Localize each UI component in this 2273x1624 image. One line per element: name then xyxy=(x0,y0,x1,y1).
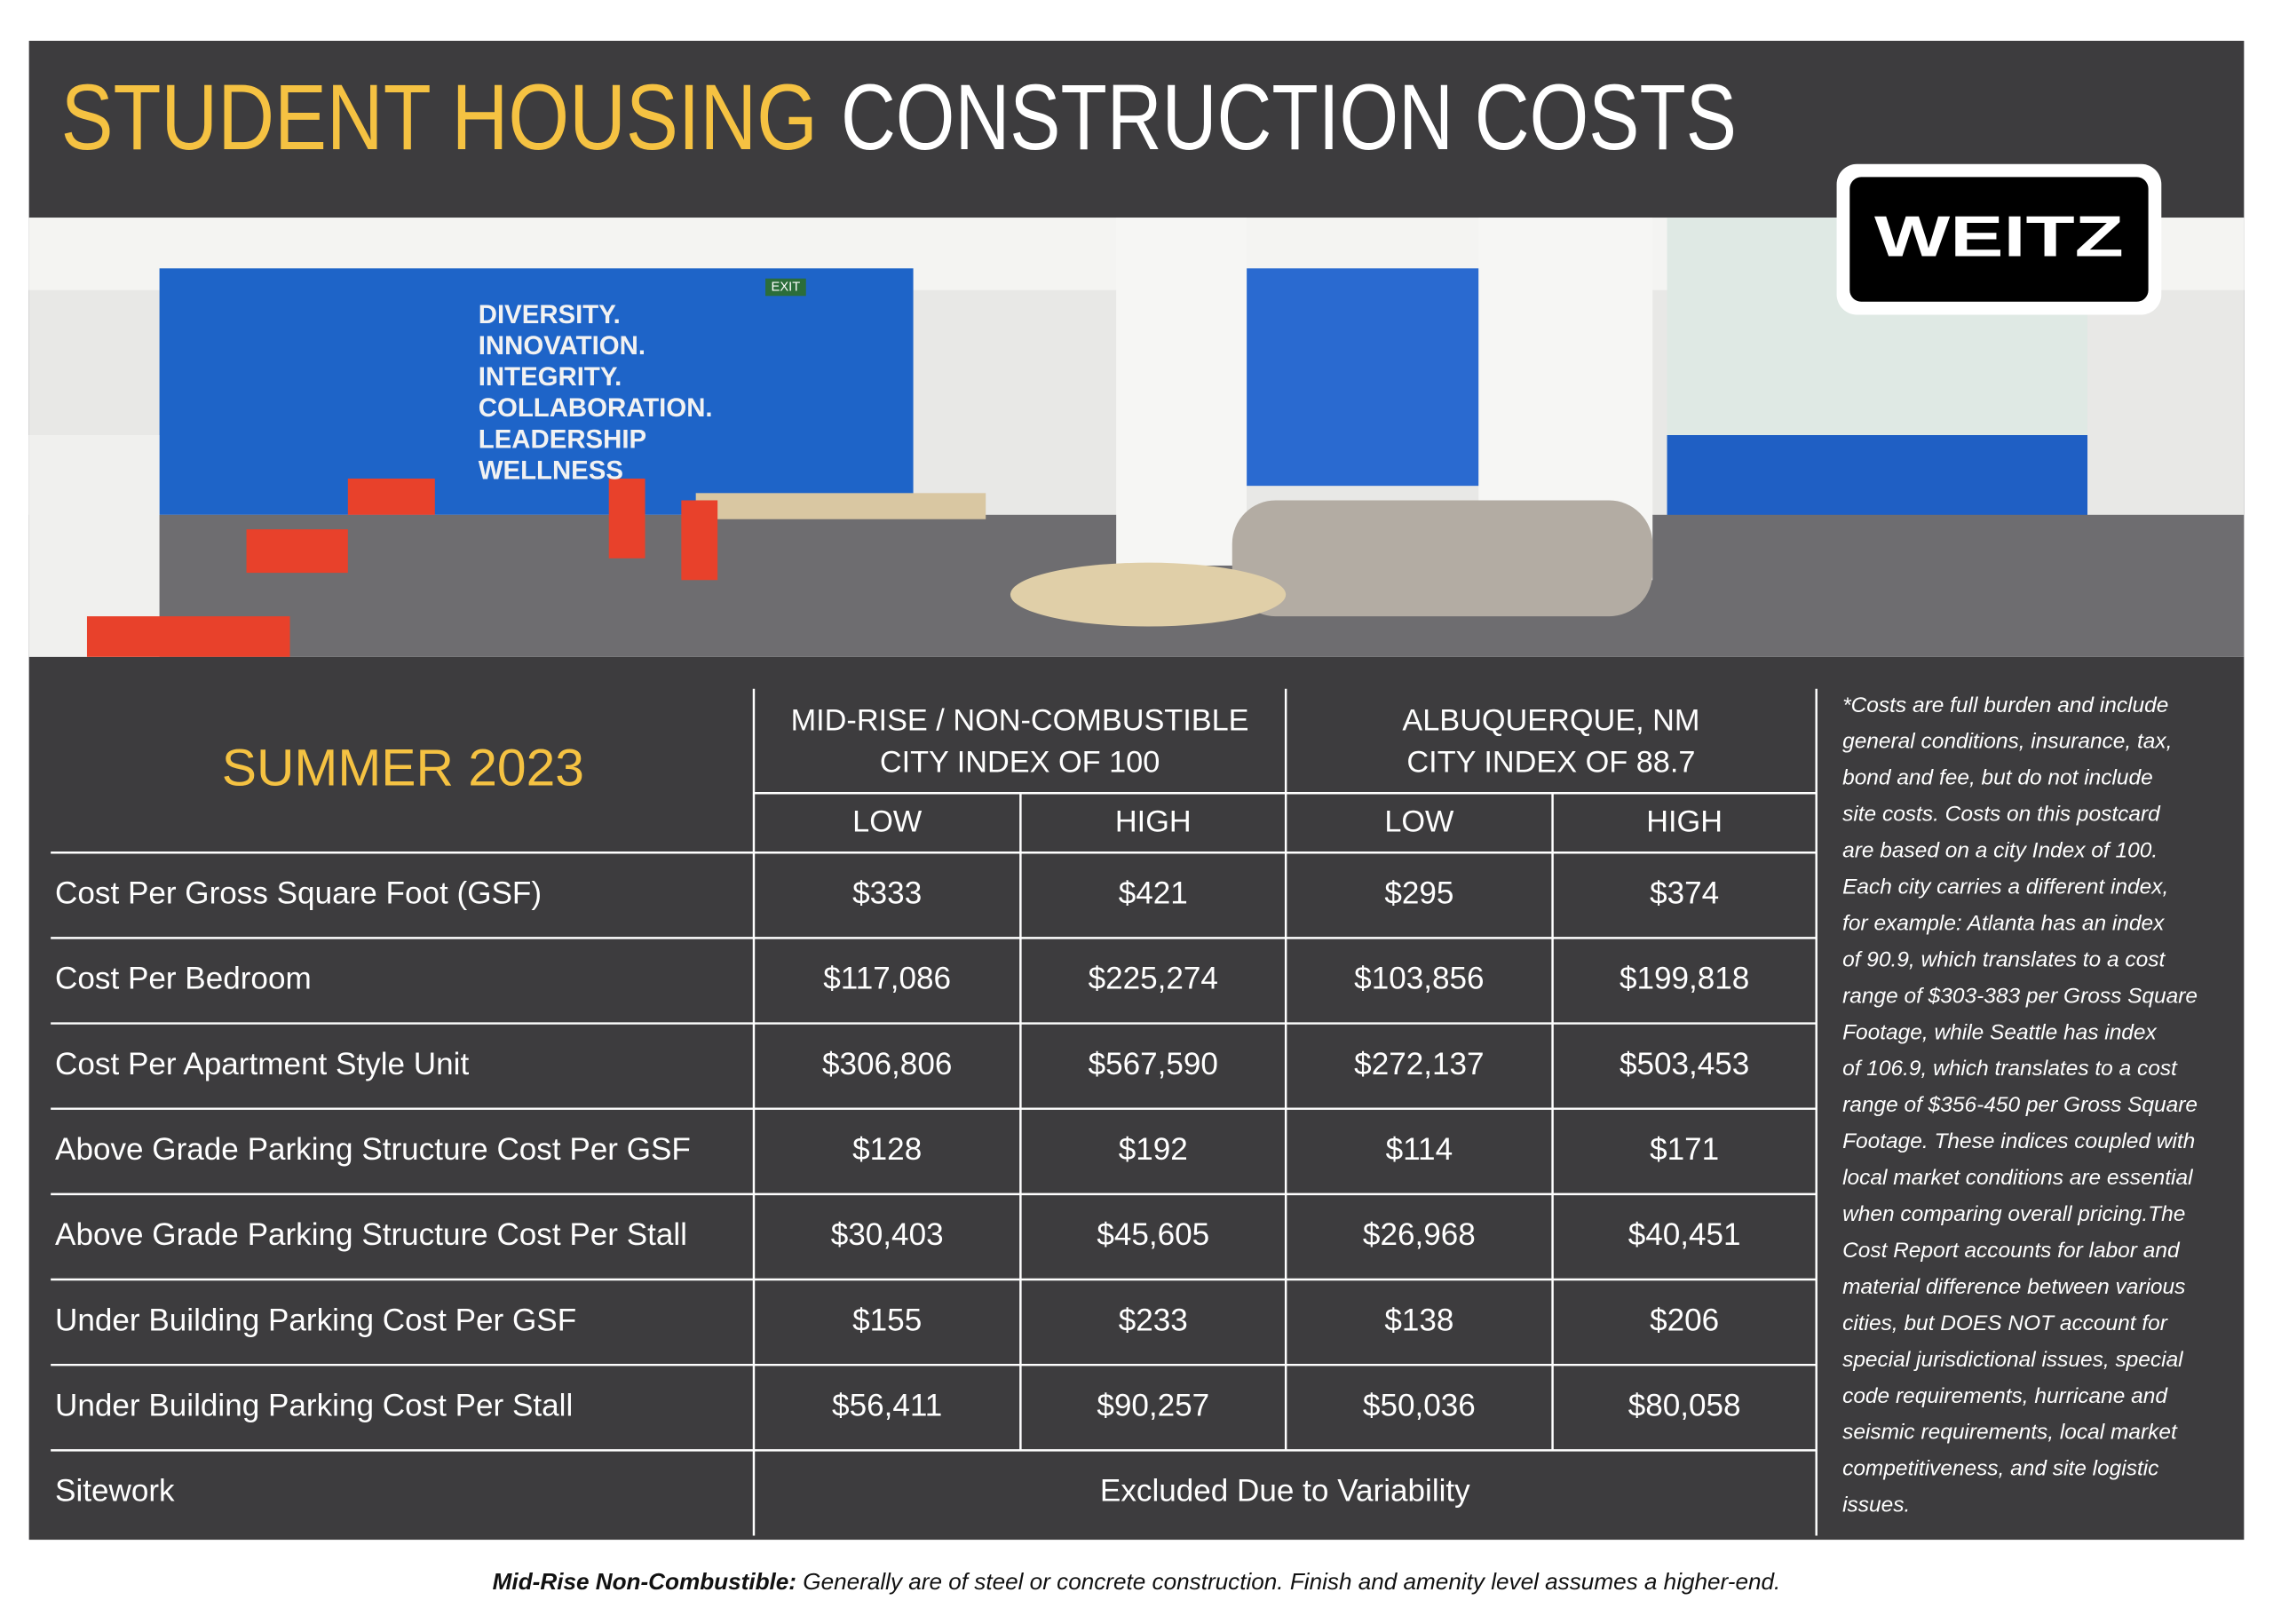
wall-text: DIVERSITY. xyxy=(479,300,621,329)
note-line: local market conditions are essential xyxy=(1842,1166,2193,1190)
cell: $199,818 xyxy=(1620,962,1749,996)
cell: $155 xyxy=(852,1303,922,1337)
row-label: Cost Per Gross Square Foot (GSF) xyxy=(55,876,542,911)
cell: $192 xyxy=(1119,1132,1188,1167)
row-label: Cost Per Bedroom xyxy=(55,962,312,996)
wall-text: LEADERSHIP xyxy=(479,424,646,454)
cell: $30,403 xyxy=(831,1217,944,1252)
wall-text: INTEGRITY. xyxy=(479,362,622,392)
wall-text: WELLNESS xyxy=(479,456,623,485)
cell: $295 xyxy=(1384,876,1453,911)
cell: $114 xyxy=(1386,1132,1453,1167)
cell: $90,257 xyxy=(1097,1389,1209,1423)
subheader: LOW xyxy=(852,805,923,839)
cell: $50,036 xyxy=(1363,1389,1476,1423)
subheader: HIGH xyxy=(1115,805,1192,839)
cell: $567,590 xyxy=(1089,1047,1218,1081)
cell: $503,453 xyxy=(1620,1047,1749,1081)
cell: $306,806 xyxy=(822,1047,952,1081)
note-line: seismic requirements, local market xyxy=(1842,1421,2178,1445)
wall-text: COLLABORATION. xyxy=(479,393,713,423)
note-line: competitiveness, and site logistic xyxy=(1842,1457,2158,1481)
cell: $26,968 xyxy=(1363,1217,1476,1252)
note-line: cities, but DOES NOT account for xyxy=(1842,1311,2168,1335)
cell: $374 xyxy=(1650,876,1719,911)
wall-text: INNOVATION. xyxy=(479,331,645,360)
subheader: HIGH xyxy=(1646,805,1723,839)
note-line: of 106.9, which translates to a cost xyxy=(1842,1057,2178,1081)
note-line: of 90.9, which translates to a cost xyxy=(1842,947,2166,971)
note-line: for example: Atlanta has an index xyxy=(1842,911,2165,935)
group-header: CITY INDEX OF 100 xyxy=(880,746,1160,780)
note-line: special jurisdictional issues, special xyxy=(1842,1348,2183,1372)
note-line: bond and fee, but do not include xyxy=(1842,766,2153,790)
group-header: MID-RISE / NON-COMBUSTIBLE xyxy=(791,703,1249,737)
title-highlight: STUDENT HOUSING xyxy=(61,66,818,170)
note-line: material difference between various xyxy=(1842,1275,2185,1299)
note-line: when comparing overall pricing.The xyxy=(1842,1202,2185,1226)
cell: $421 xyxy=(1119,876,1188,911)
note-line: Footage, while Seattle has index xyxy=(1842,1020,2157,1044)
group-header: ALBUQUERQUE, NM xyxy=(1402,703,1699,737)
row-label: Cost Per Apartment Style Unit xyxy=(55,1047,469,1081)
cell: $272,137 xyxy=(1354,1047,1484,1081)
row-label: Above Grade Parking Structure Cost Per S… xyxy=(55,1217,687,1252)
cell: $56,411 xyxy=(832,1389,942,1423)
note-line: issues. xyxy=(1842,1493,1910,1517)
cell: $138 xyxy=(1384,1303,1453,1337)
note-line: range of $303-383 per Gross Square xyxy=(1842,984,2198,1008)
row-label: Above Grade Parking Structure Cost Per G… xyxy=(55,1132,691,1167)
logo-box xyxy=(1849,177,2149,302)
cell: $45,605 xyxy=(1097,1217,1209,1252)
row-label: Sitework xyxy=(55,1474,175,1509)
note-line: are based on a city Index of 100. xyxy=(1842,839,2158,863)
footer-text: Generally are of steel or concrete const… xyxy=(796,1568,1780,1595)
note-line: site costs. Costs on this postcard xyxy=(1842,803,2161,827)
exit-sign: EXIT xyxy=(772,280,801,294)
cell: $225,274 xyxy=(1089,962,1218,996)
cell: $206 xyxy=(1650,1303,1719,1337)
cell: $117,086 xyxy=(823,962,951,996)
footer: Mid-Rise Non-Combustible: Generally are … xyxy=(493,1568,1781,1595)
logo: WEITZ xyxy=(1874,203,2124,268)
cell: $128 xyxy=(852,1132,922,1167)
content: STUDENT HOUSING CONSTRUCTION COSTS EXIT … xyxy=(28,40,2245,1595)
note-line: Each city carries a different index, xyxy=(1842,875,2168,899)
note-line: Footage. These indices coupled with xyxy=(1842,1129,2195,1153)
cell: $80,058 xyxy=(1628,1389,1741,1423)
title: CONSTRUCTION COSTS xyxy=(841,66,1737,170)
note-line: Cost Report accounts for labor and xyxy=(1842,1239,2181,1263)
group-header: CITY INDEX OF 88.7 xyxy=(1406,746,1695,780)
footer-term: Mid-Rise Non-Combustible: xyxy=(493,1568,796,1595)
row-label: Under Building Parking Cost Per GSF xyxy=(55,1303,576,1337)
note-line: *Costs are full burden and include xyxy=(1842,693,2168,717)
cell: $233 xyxy=(1119,1303,1188,1337)
cell: $40,451 xyxy=(1628,1217,1741,1252)
subheader: LOW xyxy=(1384,805,1454,839)
note-line: general conditions, insurance, tax, xyxy=(1842,730,2172,754)
cell: $171 xyxy=(1650,1132,1719,1167)
season: SUMMER 2023 xyxy=(222,739,584,796)
cell: Excluded Due to Variability xyxy=(1100,1474,1470,1509)
note-line: code requirements, hurricane and xyxy=(1842,1384,2168,1408)
cell: $333 xyxy=(852,876,922,911)
note-line: range of $356-450 per Gross Square xyxy=(1842,1093,2198,1117)
row-label: Under Building Parking Cost Per Stall xyxy=(55,1389,573,1423)
cell: $103,856 xyxy=(1354,962,1484,996)
